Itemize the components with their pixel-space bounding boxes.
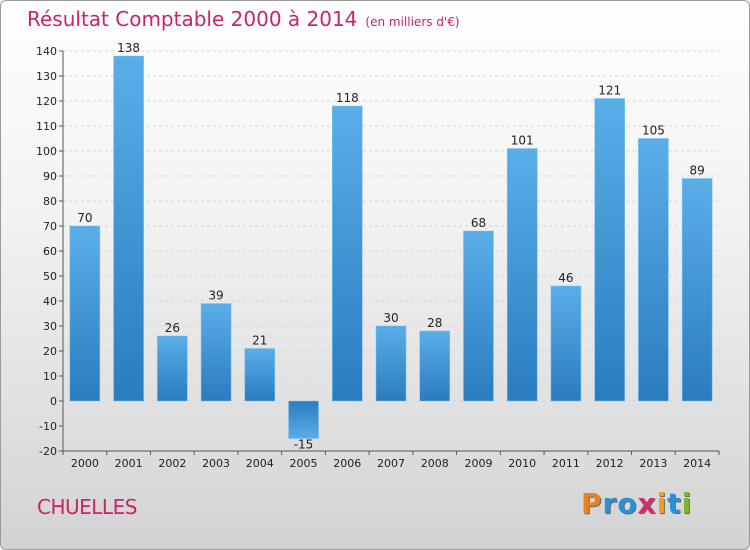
logo-letter: r xyxy=(602,487,618,520)
data-label: 121 xyxy=(598,84,621,98)
chart-unit-label: (en milliers d'€) xyxy=(365,15,460,29)
y-tick-label: 20 xyxy=(43,345,57,358)
x-tick-label: 2013 xyxy=(639,457,667,470)
data-label: 118 xyxy=(336,91,359,105)
y-tick-label: -10 xyxy=(39,420,57,433)
bar xyxy=(506,148,538,402)
bar xyxy=(375,325,407,402)
bar xyxy=(463,230,494,402)
y-tick-label: 130 xyxy=(36,70,57,83)
x-tick-label: 2009 xyxy=(464,457,492,470)
y-tick-label: 30 xyxy=(43,320,57,333)
logo-letter: o xyxy=(617,487,638,520)
x-tick-label: 2005 xyxy=(290,457,318,470)
data-label: -15 xyxy=(294,438,314,452)
x-tick-label: 2010 xyxy=(508,457,536,470)
chart-title: Résultat Comptable 2000 à 2014 (en millie… xyxy=(27,7,460,31)
y-tick-label: 100 xyxy=(36,145,57,158)
x-tick-label: 2007 xyxy=(377,457,405,470)
bar xyxy=(332,105,363,402)
x-tick-label: 2004 xyxy=(246,457,274,470)
bar xyxy=(157,335,188,402)
y-tick-label: 40 xyxy=(43,295,57,308)
data-label: 70 xyxy=(77,211,92,225)
y-tick-label: 90 xyxy=(43,170,57,183)
y-tick-label: -20 xyxy=(39,445,57,458)
y-tick-label: 70 xyxy=(43,220,57,233)
bar xyxy=(681,178,713,402)
bar xyxy=(594,98,625,402)
data-label: 105 xyxy=(642,124,665,138)
data-label: 26 xyxy=(165,321,180,335)
data-label: 68 xyxy=(471,216,486,230)
data-label: 89 xyxy=(689,164,704,178)
bar xyxy=(638,138,669,402)
data-label: 39 xyxy=(208,289,223,303)
y-tick-label: 60 xyxy=(43,245,57,258)
data-label: 30 xyxy=(383,311,398,325)
x-tick-label: 2014 xyxy=(683,457,711,470)
data-label: 21 xyxy=(252,334,267,348)
x-tick-label: 2011 xyxy=(552,457,580,470)
x-tick-label: 2000 xyxy=(71,457,99,470)
bar xyxy=(419,330,450,402)
logo-letter: x xyxy=(637,487,657,520)
bars: 70 138 26 39 21 -15 118 30 28 68 101 46 121 105 89 xyxy=(69,41,713,452)
logo-letter: t xyxy=(667,487,682,520)
bar xyxy=(69,225,101,402)
y-axis: -20 -10 0 10 20 30 40 50 60 70 80 90 100 110 120 130 140 xyxy=(36,45,64,458)
y-tick-label: 10 xyxy=(43,370,57,383)
bar xyxy=(200,303,232,402)
commune-name: CHUELLES xyxy=(37,495,137,519)
x-tick-label: 2008 xyxy=(421,457,449,470)
bar xyxy=(244,348,276,402)
y-tick-label: 110 xyxy=(36,120,57,133)
logo-letter: P xyxy=(581,487,603,520)
bar xyxy=(113,55,144,402)
y-tick-label: 80 xyxy=(43,195,57,208)
x-tick-label: 2006 xyxy=(333,457,361,470)
bar xyxy=(550,285,582,402)
x-tick-label: 2002 xyxy=(158,457,186,470)
y-tick-label: 0 xyxy=(50,395,57,408)
logo-letter: i xyxy=(681,487,693,520)
chart-title-text: Résultat Comptable 2000 à 2014 xyxy=(27,7,358,31)
proxiti-logo: Proxiti xyxy=(581,487,692,520)
data-label: 101 xyxy=(511,134,534,148)
x-tick-label: 2003 xyxy=(202,457,230,470)
bar xyxy=(288,400,319,439)
x-tick-label: 2012 xyxy=(596,457,624,470)
data-label: 28 xyxy=(427,316,442,330)
y-tick-label: 50 xyxy=(43,270,57,283)
x-axis: 2000 2001 2002 2003 2004 2005 2006 2007 2008 2009… xyxy=(62,450,720,470)
y-tick-label: 140 xyxy=(36,45,57,58)
data-label: 138 xyxy=(117,41,140,55)
x-tick-label: 2001 xyxy=(115,457,143,470)
y-tick-label: 120 xyxy=(36,95,57,108)
data-label: 46 xyxy=(558,271,573,285)
logo-letter: i xyxy=(656,487,668,520)
